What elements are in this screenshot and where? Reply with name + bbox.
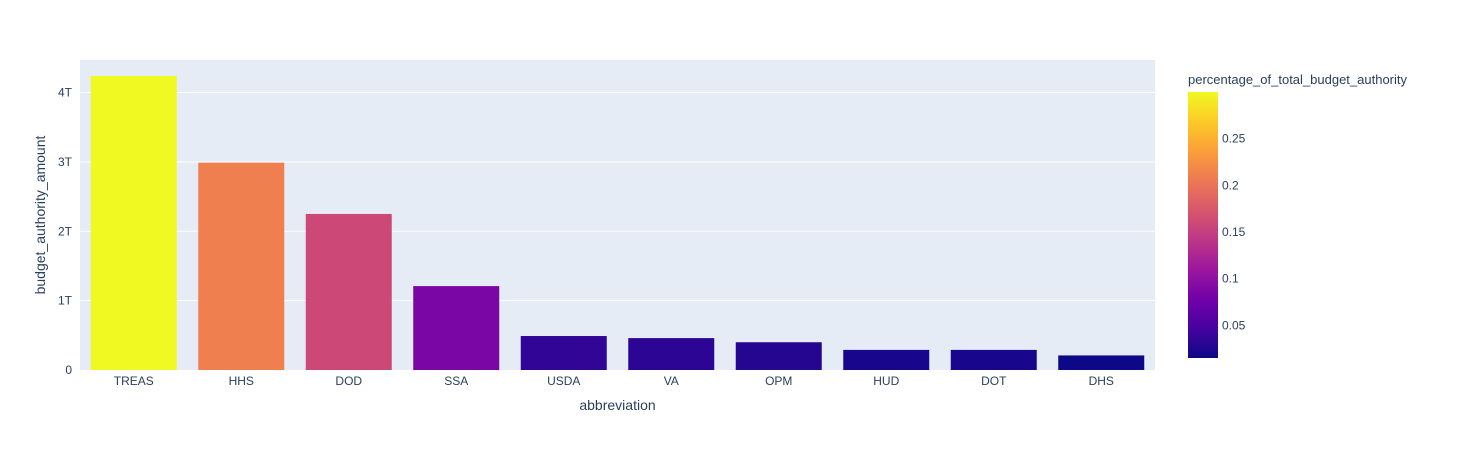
bar-dot[interactable] [950, 349, 1037, 370]
colorbar-tick-label: 0.05 [1222, 318, 1246, 332]
y-tick-label: 2T [58, 224, 73, 238]
colorbar-tick-label: 0.2 [1222, 178, 1239, 192]
y-tick-labels: 0 1T 2T 3T 4T [58, 86, 73, 377]
bar-usda[interactable] [520, 336, 607, 370]
x-tick-labels: TREAS HHS DOD SSA USDA VA OPM HUD DOT DHS [114, 374, 1114, 388]
bar-treas[interactable] [90, 75, 177, 371]
bar-va[interactable] [628, 338, 715, 370]
x-tick-label: DOT [981, 374, 1007, 388]
x-tick-label: HUD [873, 374, 899, 388]
y-axis-title: budget_authority_amount [32, 136, 48, 295]
x-tick-label: DHS [1089, 374, 1114, 388]
colorbar [1188, 92, 1218, 358]
x-tick-label: DOD [335, 374, 362, 388]
y-tick-label: 4T [58, 86, 73, 100]
colorbar-tick-labels: 0.05 0.1 0.15 0.2 0.25 [1222, 132, 1246, 333]
y-tick-label: 3T [58, 155, 73, 169]
bar-hud[interactable] [843, 349, 930, 370]
bar-dhs[interactable] [1058, 355, 1145, 370]
x-tick-label: HHS [229, 374, 254, 388]
bar-hhs[interactable] [198, 162, 285, 370]
y-tick-label: 1T [58, 294, 73, 308]
colorbar-tick-label: 0.25 [1222, 132, 1246, 146]
bar-dod[interactable] [305, 213, 392, 370]
x-tick-label: VA [664, 374, 679, 388]
bar-ssa[interactable] [413, 286, 500, 370]
y-tick-label: 0 [65, 363, 72, 377]
x-axis-title: abbreviation [579, 397, 655, 413]
colorbar-tick-label: 0.1 [1222, 272, 1239, 286]
colorbar-tick-label: 0.15 [1222, 225, 1246, 239]
bars [90, 75, 1145, 371]
x-tick-label: TREAS [114, 374, 154, 388]
x-tick-label: OPM [765, 374, 792, 388]
colorbar-title: percentage_of_total_budget_authority [1188, 72, 1408, 87]
bar-opm[interactable] [735, 342, 822, 370]
x-tick-label: USDA [547, 374, 580, 388]
x-tick-label: SSA [444, 374, 468, 388]
